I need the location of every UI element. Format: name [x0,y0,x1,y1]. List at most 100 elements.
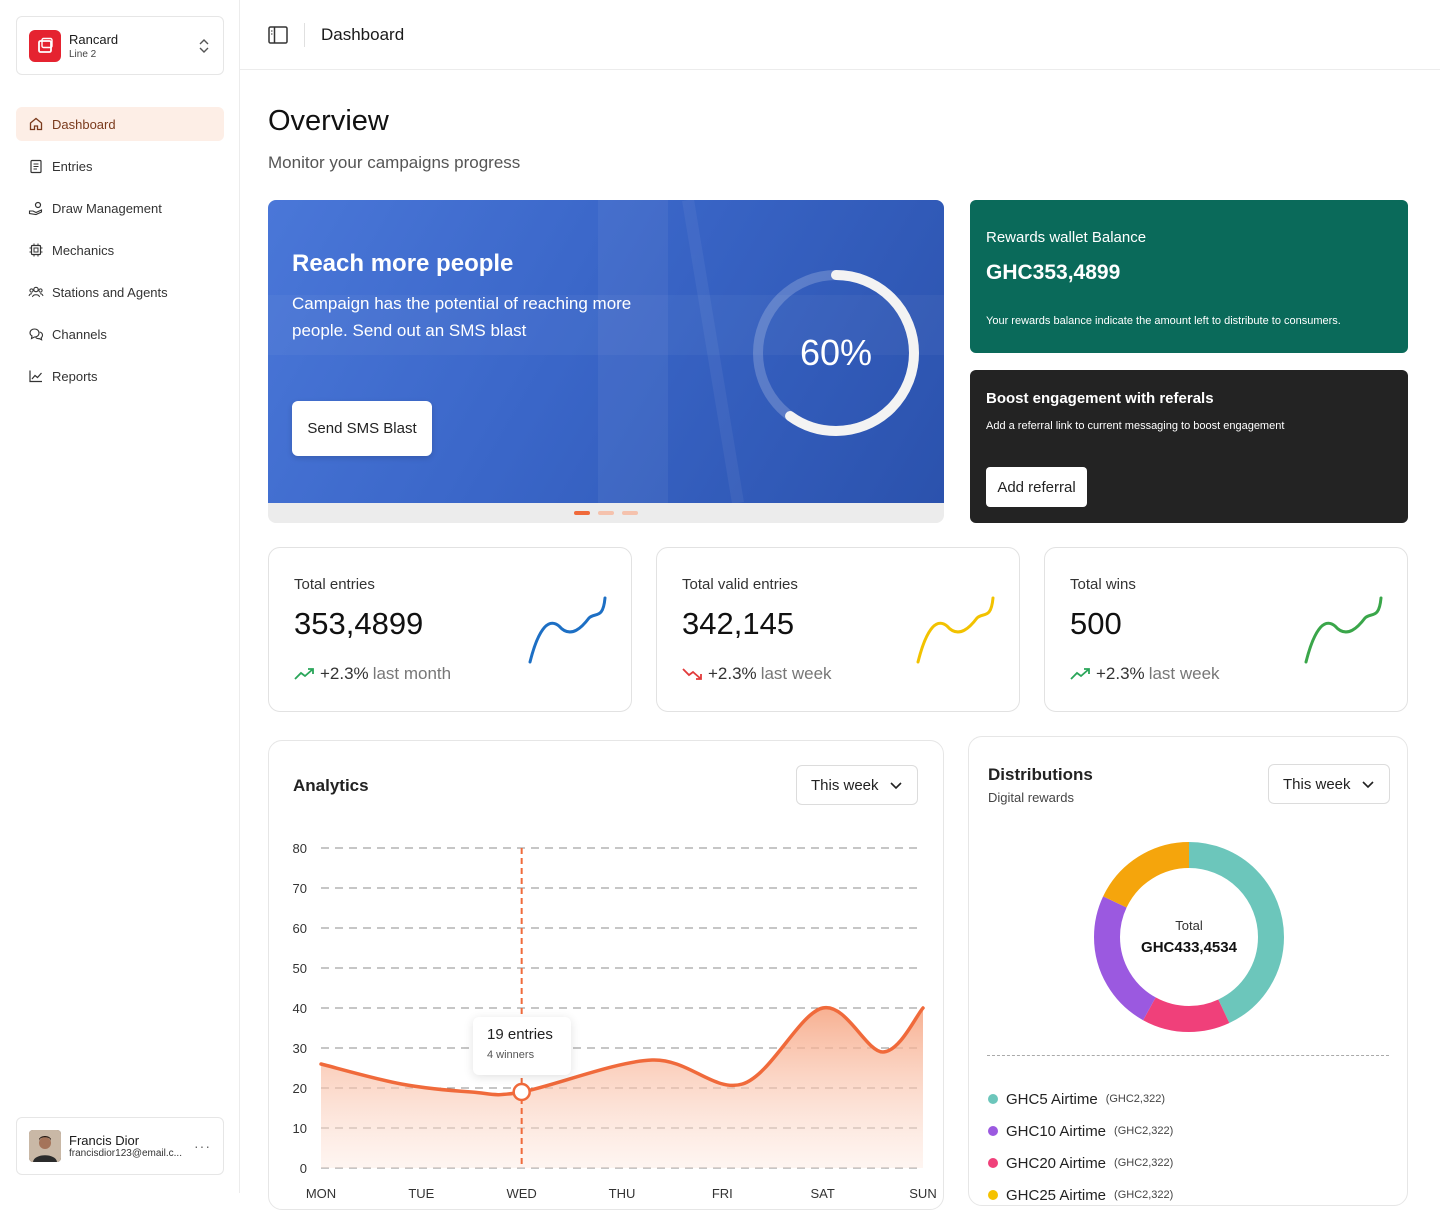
trend-down-icon [682,668,702,680]
stat-change: +2.3% last week [1070,664,1220,684]
y-tick-label: 50 [293,961,307,976]
stat-change-value: +2.3% [320,664,369,683]
sparkline [916,596,995,664]
stat-title: Total wins [1070,576,1136,593]
stat-change: +2.3% last month [294,664,451,684]
legend-name: GHC5 Airtime [1006,1090,1098,1108]
x-tick-label: TUE [408,1186,434,1201]
y-tick-label: 60 [293,921,307,936]
chevron-down-icon [1361,781,1374,789]
analytics-card: Analytics This week 0 10 20 30 40 50 60 70 80 MON… [268,740,944,1210]
select-value: This week [811,776,879,794]
legend-value: (GHC2,322) [1114,1157,1174,1169]
hero-banner: Reach more people Campaign has the poten… [268,200,944,503]
donut-segment [1094,842,1284,1032]
pager-dot-2[interactable] [598,511,614,515]
legend-value: (GHC2,322) [1114,1189,1174,1201]
donut-total-label: Total [1175,918,1203,933]
wallet-description: Your rewards balance indicate the amount… [986,315,1341,327]
chevron-up-down-icon [199,38,209,53]
x-tick-label: FRI [712,1186,733,1201]
users-icon [28,286,44,298]
avatar [29,1130,61,1162]
rancard-logo-icon [29,29,61,62]
sidebar: Rancard Line 2 Dashboard Entries Draw Ma… [0,0,240,1193]
chart-tooltip: 19 entries 4 winners [473,1017,571,1075]
sidebar-item-label: Dashboard [52,116,116,132]
stat-change-value: +2.3% [708,664,757,683]
sidebar-item-label: Entries [52,158,93,174]
sidebar-item-mechanics[interactable]: Mechanics [16,233,224,267]
user-email: francisdior123@email.c... [69,1148,182,1159]
add-referral-button[interactable]: Add referral [986,467,1087,507]
legend-value: (GHC2,322) [1114,1125,1174,1137]
donut-segment [1094,842,1284,1032]
sparkline [528,596,607,664]
distributions-title: Distributions [988,765,1093,784]
boost-title: Boost engagement with referals [986,390,1214,407]
analytics-range-select[interactable]: This week [796,765,918,805]
home-icon [29,117,43,131]
send-sms-blast-button[interactable]: Send SMS Blast [292,401,432,456]
wallet-balance: GHC353,4899 [986,261,1121,284]
x-tick-label: SAT [811,1186,835,1201]
legend-dot [988,1126,998,1136]
divider [304,22,305,47]
wallet-title: Rewards wallet Balance [986,229,1147,246]
analytics-title: Analytics [293,776,369,795]
sidebar-item-label: Mechanics [52,242,115,258]
sidebar-item-channels[interactable]: Channels [16,317,224,351]
pager-dot-1[interactable] [574,511,590,515]
legend-name: GHC20 Airtime [1006,1154,1107,1172]
stat-change: +2.3% last week [682,664,832,684]
legend-dot [988,1094,998,1104]
series-line [319,1006,925,1097]
hero-title: Reach more people [292,250,514,277]
series-area [321,1007,923,1168]
sidebar-item-stations-and-agents[interactable]: Stations and Agents [16,275,224,309]
divider [987,1055,1389,1056]
org-name: Rancard [69,31,119,47]
distributions-range-select[interactable]: This week [1268,764,1390,804]
legend-item: GHC5 Airtime (GHC2,322) [988,1083,1173,1115]
donut-segment [1094,842,1284,1032]
donut-total-value: GHC433,4534 [1141,939,1237,956]
stat-value: 353,4899 [294,606,424,641]
boost-referral-card: Boost engagement with referals Add a ref… [970,370,1408,523]
analytics-chart: 0 10 20 30 40 50 60 70 80 MON TUE WED THU FRI SAT SUN [293,841,937,1201]
user-name: Francis Dior [69,1133,140,1148]
stat-change-period: last week [1148,664,1220,683]
sidebar-item-dashboard[interactable]: Dashboard [16,107,224,141]
stat-card-total-wins: Total wins 500 +2.3% last week [1044,547,1408,712]
rewards-wallet-card: Rewards wallet Balance GHC353,4899 Your … [970,200,1408,353]
y-tick-label: 40 [293,1001,307,1016]
select-value: This week [1283,775,1351,793]
legend-dot [988,1158,998,1168]
sidebar-item-draw-management[interactable]: Draw Management [16,191,224,225]
reach-progress-ring [753,270,919,436]
user-menu[interactable]: Francis Dior francisdior123@email.c... ·… [16,1117,224,1175]
chevron-down-icon [889,782,902,790]
boost-description: Add a referral link to current messaging… [986,420,1285,432]
distributions-subtitle: Digital rewards [988,790,1074,805]
legend-item: GHC25 Airtime (GHC2,322) [988,1179,1173,1211]
trend-up-icon [1070,668,1090,680]
stat-title: Total valid entries [682,576,798,593]
highlight-point [512,1082,531,1102]
org-switcher[interactable]: Rancard Line 2 [16,16,224,75]
pager-dot-3[interactable] [622,511,638,515]
hand-coins-icon [28,201,43,216]
chart-line-icon [29,370,42,383]
stat-change-value: +2.3% [1096,664,1145,683]
sidebar-item-label: Stations and Agents [52,284,168,300]
stat-title: Total entries [294,576,375,593]
x-tick-label: MON [306,1186,336,1201]
sidebar-toggle-icon[interactable] [268,25,288,44]
sidebar-item-entries[interactable]: Entries [16,149,224,183]
y-tick-label: 70 [293,881,307,896]
legend-dot [988,1190,998,1200]
more-options-icon[interactable]: ··· [194,1138,211,1154]
sidebar-item-reports[interactable]: Reports [16,359,224,393]
sidebar-item-label: Draw Management [52,200,162,216]
distributions-card: Distributions Digital rewards This week … [968,736,1408,1206]
